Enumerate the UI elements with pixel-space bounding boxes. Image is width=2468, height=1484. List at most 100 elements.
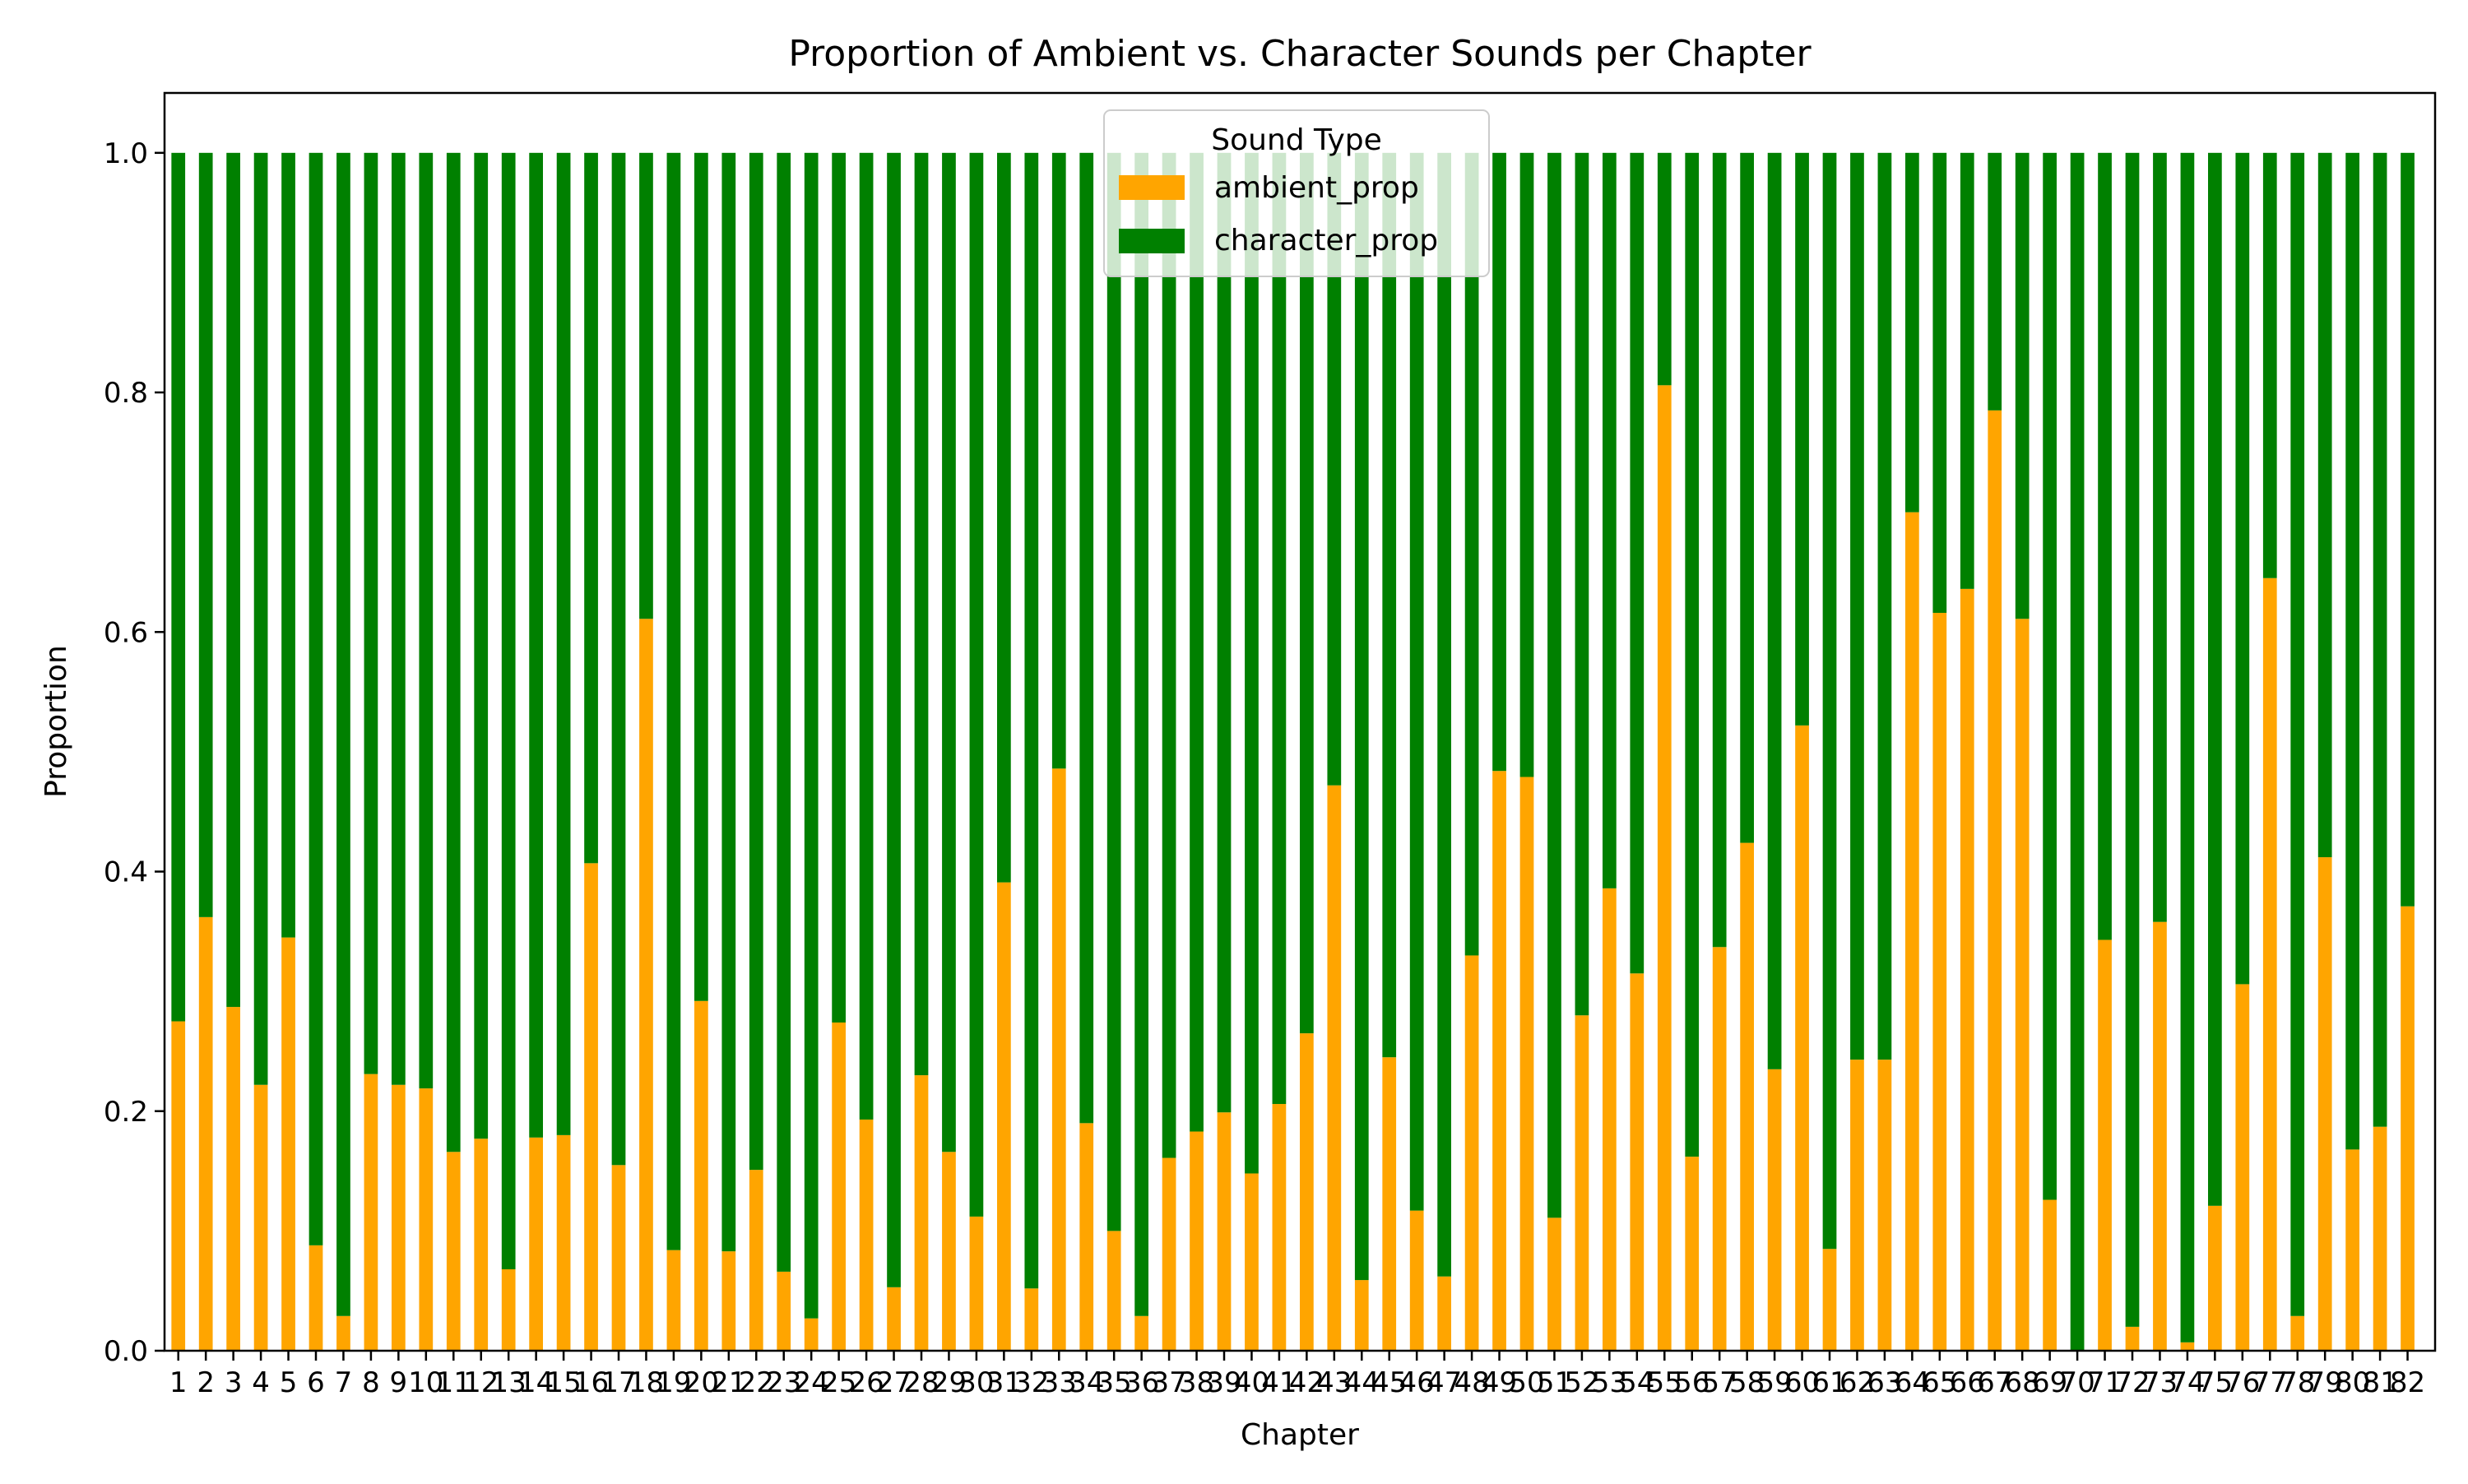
bar-ambient-prop-chapter-9 [392, 1084, 406, 1351]
y-tick-label: 0.6 [104, 616, 148, 649]
bar-ambient-prop-chapter-75 [2208, 1205, 2222, 1351]
bar-character-prop-chapter-40 [1245, 152, 1259, 1174]
chart-title: Proportion of Ambient vs. Character Soun… [788, 33, 1812, 75]
x-tick-label: 22 [739, 1366, 774, 1399]
bar-ambient-prop-chapter-21 [721, 1251, 736, 1351]
x-tick-label: 5 [280, 1366, 298, 1399]
bar-character-prop-chapter-13 [501, 152, 516, 1269]
bar-ambient-prop-chapter-14 [529, 1137, 543, 1351]
x-tick-label: 30 [958, 1366, 994, 1399]
bar-character-prop-chapter-17 [611, 152, 626, 1166]
bar-character-prop-chapter-11 [446, 152, 461, 1152]
bar-ambient-prop-chapter-31 [997, 882, 1011, 1351]
x-tick-label: 80 [2335, 1366, 2370, 1399]
bar-character-prop-chapter-34 [1079, 152, 1094, 1124]
bar-character-prop-chapter-70 [2070, 152, 2085, 1351]
bar-character-prop-chapter-74 [2180, 152, 2195, 1343]
bar-ambient-prop-chapter-2 [198, 916, 213, 1351]
x-tick-label: 17 [601, 1366, 636, 1399]
x-tick-label: 44 [1344, 1366, 1380, 1399]
bar-ambient-prop-chapter-13 [501, 1268, 516, 1351]
bars-group [171, 152, 2415, 1351]
bar-character-prop-chapter-23 [777, 152, 791, 1272]
bar-ambient-prop-chapter-15 [556, 1134, 571, 1351]
x-tick-label: 60 [1784, 1366, 1820, 1399]
bar-ambient-prop-chapter-48 [1464, 955, 1479, 1351]
x-tick-label: 68 [2005, 1366, 2040, 1399]
bar-ambient-prop-chapter-16 [584, 863, 598, 1351]
bar-ambient-prop-chapter-43 [1327, 785, 1342, 1351]
bar-character-prop-chapter-8 [364, 152, 378, 1074]
bar-ambient-prop-chapter-11 [446, 1152, 461, 1351]
bar-character-prop-chapter-67 [1988, 152, 2002, 410]
bar-ambient-prop-chapter-45 [1382, 1057, 1397, 1351]
bar-ambient-prop-chapter-22 [749, 1170, 763, 1351]
bar-ambient-prop-chapter-32 [1024, 1288, 1039, 1351]
bar-character-prop-chapter-53 [1603, 152, 1617, 888]
bar-ambient-prop-chapter-76 [2235, 984, 2250, 1351]
bar-character-prop-chapter-65 [1932, 152, 1947, 613]
bar-ambient-prop-chapter-66 [1960, 588, 1974, 1351]
bar-character-prop-chapter-66 [1960, 152, 1974, 589]
y-tick-label: 0.0 [104, 1335, 148, 1368]
bar-character-prop-chapter-5 [281, 152, 295, 938]
x-tick-label: 77 [2252, 1366, 2288, 1399]
x-tick-label: 73 [2142, 1366, 2178, 1399]
x-tick-label: 69 [2032, 1366, 2067, 1399]
bar-character-prop-chapter-41 [1272, 152, 1287, 1105]
bar-ambient-prop-chapter-1 [171, 1021, 186, 1351]
bar-ambient-prop-chapter-67 [1988, 410, 2002, 1351]
x-tick-label: 65 [1922, 1366, 1957, 1399]
bar-ambient-prop-chapter-24 [804, 1318, 819, 1351]
bar-ambient-prop-chapter-54 [1630, 973, 1645, 1351]
x-tick-label: 58 [1729, 1366, 1765, 1399]
x-tick-label: 45 [1371, 1366, 1407, 1399]
legend-swatch-ambient [1119, 175, 1185, 200]
bar-character-prop-chapter-49 [1492, 152, 1506, 772]
bar-character-prop-chapter-28 [914, 152, 929, 1076]
x-tick-label: 21 [711, 1366, 746, 1399]
x-tick-label: 34 [1069, 1366, 1104, 1399]
bar-character-prop-chapter-80 [2345, 152, 2359, 1150]
bar-character-prop-chapter-33 [1051, 152, 1066, 769]
x-tick-label: 52 [1564, 1366, 1599, 1399]
legend-label-ambient: ambient_prop [1214, 171, 1419, 205]
bar-character-prop-chapter-18 [639, 152, 653, 619]
x-tick-label: 46 [1399, 1366, 1435, 1399]
bar-character-prop-chapter-52 [1575, 152, 1589, 1016]
bar-character-prop-chapter-69 [2043, 152, 2057, 1200]
x-tick-label: 40 [1234, 1366, 1269, 1399]
bar-ambient-prop-chapter-3 [226, 1007, 240, 1351]
bar-ambient-prop-chapter-56 [1685, 1157, 1700, 1351]
bar-ambient-prop-chapter-74 [2180, 1342, 2195, 1351]
x-tick-label: 32 [1014, 1366, 1049, 1399]
bar-ambient-prop-chapter-26 [859, 1119, 874, 1351]
bar-character-prop-chapter-43 [1327, 152, 1342, 786]
bar-character-prop-chapter-82 [2401, 152, 2415, 907]
x-tick-label: 8 [362, 1366, 380, 1399]
x-tick-label: 74 [2169, 1366, 2205, 1399]
bar-character-prop-chapter-32 [1024, 152, 1039, 1289]
bar-ambient-prop-chapter-71 [2098, 939, 2112, 1351]
bar-ambient-prop-chapter-59 [1767, 1069, 1782, 1351]
x-tick-label: 43 [1316, 1366, 1352, 1399]
bar-ambient-prop-chapter-53 [1603, 888, 1617, 1351]
x-tick-label: 28 [903, 1366, 939, 1399]
x-tick-label: 54 [1619, 1366, 1654, 1399]
bar-ambient-prop-chapter-46 [1409, 1210, 1424, 1351]
x-tick-label: 82 [2390, 1366, 2425, 1399]
bar-ambient-prop-chapter-39 [1217, 1112, 1232, 1351]
x-tick-label: 38 [1179, 1366, 1214, 1399]
bar-character-prop-chapter-48 [1464, 152, 1479, 956]
x-tick-label: 14 [518, 1366, 554, 1399]
bar-ambient-prop-chapter-58 [1740, 842, 1754, 1351]
bar-ambient-prop-chapter-12 [474, 1139, 489, 1351]
bar-character-prop-chapter-14 [529, 152, 543, 1138]
x-tick-label: 67 [1977, 1366, 2012, 1399]
bar-ambient-prop-chapter-55 [1657, 385, 1672, 1351]
x-tick-label: 59 [1756, 1366, 1792, 1399]
bar-character-prop-chapter-3 [226, 152, 240, 1008]
y-axis: 0.0 0.2 0.4 0.6 0.8 1.0 [104, 137, 165, 1368]
x-tick-label: 41 [1261, 1366, 1297, 1399]
